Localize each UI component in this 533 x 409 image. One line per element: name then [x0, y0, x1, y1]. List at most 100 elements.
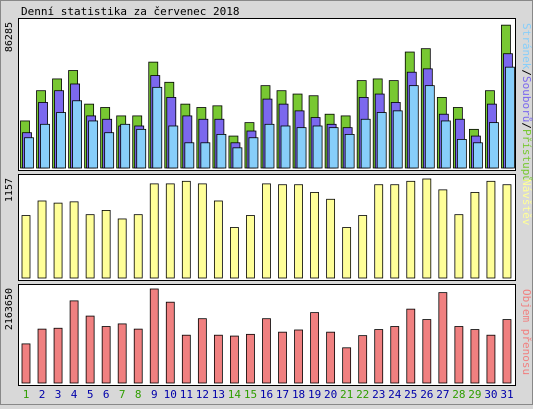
- bar-volume-13: [213, 334, 223, 384]
- bar-volume-25: [406, 308, 416, 384]
- bar-visits-21: [342, 227, 352, 279]
- bar-visits-28: [454, 214, 464, 279]
- bar-pages-22: [360, 118, 371, 169]
- legend-label-requests-4: Přístupů: [520, 129, 533, 182]
- bar-visits-20: [326, 198, 336, 279]
- bar-pages-17: [280, 125, 291, 169]
- bar-volume-30: [486, 334, 496, 384]
- bar-volume-11: [181, 334, 191, 384]
- bar-volume-14: [230, 335, 239, 384]
- bar-volume-19: [310, 312, 319, 384]
- bar-pages-24: [392, 110, 403, 169]
- bar-visits-30: [486, 180, 496, 279]
- x-label-16: 16: [260, 388, 273, 401]
- bar-visits-16: [262, 183, 271, 279]
- bar-volume-12: [197, 318, 207, 384]
- bar-visits-5: [85, 214, 95, 279]
- x-label-14: 14: [228, 388, 242, 401]
- legend-label-requests-2: Souborů: [520, 76, 533, 122]
- bar-visits-15: [246, 215, 255, 279]
- bar-pages-13: [216, 133, 227, 169]
- bar-visits-11: [181, 180, 191, 279]
- x-label-10: 10: [164, 388, 177, 401]
- x-label-3: 3: [55, 388, 62, 401]
- x-label-8: 8: [135, 388, 142, 401]
- bar-volume-2: [37, 328, 47, 384]
- x-label-22: 22: [356, 388, 369, 401]
- bar-visits-3: [53, 202, 63, 279]
- bar-pages-5: [88, 120, 99, 169]
- x-label-5: 5: [87, 388, 94, 401]
- bar-volume-4: [69, 300, 79, 384]
- bar-volume-1: [21, 343, 31, 384]
- bar-volume-18: [294, 329, 303, 384]
- x-axis-labels: 1 2 3 4 5 6 7 8 9 10 11 12 13 14 15 16 17 18 19 20 21 22 23 24 2…: [23, 388, 514, 401]
- bar-volume-20: [326, 331, 336, 384]
- bar-visits-24: [390, 184, 400, 279]
- ymax-label-volume: 2163650: [4, 288, 15, 330]
- bar-pages-15: [248, 137, 259, 169]
- bar-visits-18: [294, 184, 303, 279]
- x-label-4: 4: [71, 388, 78, 401]
- bar-pages-7: [120, 123, 131, 169]
- legend-label-requests-1: /: [520, 69, 533, 76]
- bar-visits-9: [149, 183, 159, 279]
- bar-volume-16: [262, 318, 271, 384]
- bar-volume-26: [422, 319, 432, 384]
- x-label-31: 31: [500, 388, 513, 401]
- bar-volume-27: [438, 292, 448, 384]
- bar-volume-10: [165, 301, 175, 384]
- x-label-1: 1: [23, 388, 30, 401]
- bar-visits-14: [230, 227, 239, 279]
- bar-pages-19: [312, 125, 323, 169]
- bar-pages-26: [424, 85, 435, 169]
- x-label-12: 12: [196, 388, 209, 401]
- legend-volume: Objem přenosu: [520, 289, 533, 375]
- legend-label-volume-0: Objem přenosu: [520, 289, 533, 375]
- bar-pages-23: [376, 112, 387, 169]
- bar-volume-24: [390, 326, 400, 384]
- x-label-7: 7: [119, 388, 126, 401]
- x-label-28: 28: [452, 388, 465, 401]
- bar-visits-26: [422, 178, 432, 279]
- x-label-13: 13: [212, 388, 225, 401]
- chart-title: Denní statistika za červenec 2018: [21, 5, 240, 18]
- bar-volume-29: [470, 329, 480, 384]
- bar-pages-31: [505, 66, 515, 169]
- bar-volume-28: [454, 326, 464, 384]
- bar-pages-12: [200, 142, 211, 169]
- bar-visits-1: [21, 215, 31, 279]
- x-label-9: 9: [151, 388, 158, 401]
- x-label-20: 20: [324, 388, 337, 401]
- bar-pages-30: [489, 122, 499, 169]
- bar-visits-6: [101, 210, 111, 279]
- bar-volume-8: [133, 328, 143, 384]
- bar-pages-27: [440, 120, 451, 169]
- x-label-21: 21: [340, 388, 353, 401]
- bar-pages-1: [24, 137, 34, 169]
- legend-label-requests-3: /: [520, 122, 533, 129]
- bar-volume-7: [117, 323, 127, 384]
- bar-pages-6: [104, 132, 115, 169]
- bar-pages-8: [136, 128, 147, 169]
- x-label-24: 24: [388, 388, 402, 401]
- bar-volume-21: [342, 347, 352, 384]
- bar-volume-9: [149, 288, 159, 384]
- x-label-23: 23: [372, 388, 385, 401]
- x-label-2: 2: [39, 388, 46, 401]
- bar-pages-20: [328, 127, 339, 169]
- bar-pages-29: [473, 142, 483, 169]
- panel-volume: 2163650 Objem přenosu: [4, 284, 533, 386]
- bar-visits-22: [358, 215, 368, 279]
- x-label-25: 25: [404, 388, 417, 401]
- bar-volume-17: [278, 331, 287, 384]
- bar-visits-17: [278, 184, 287, 279]
- bar-visits-7: [117, 218, 127, 279]
- x-label-6: 6: [103, 388, 110, 401]
- x-label-15: 15: [244, 388, 257, 401]
- bar-pages-14: [232, 147, 243, 169]
- panel-requests: 86285 Stránek/Souborů/Přístupů: [4, 18, 533, 182]
- bar-visits-27: [438, 189, 448, 279]
- x-label-11: 11: [180, 388, 193, 401]
